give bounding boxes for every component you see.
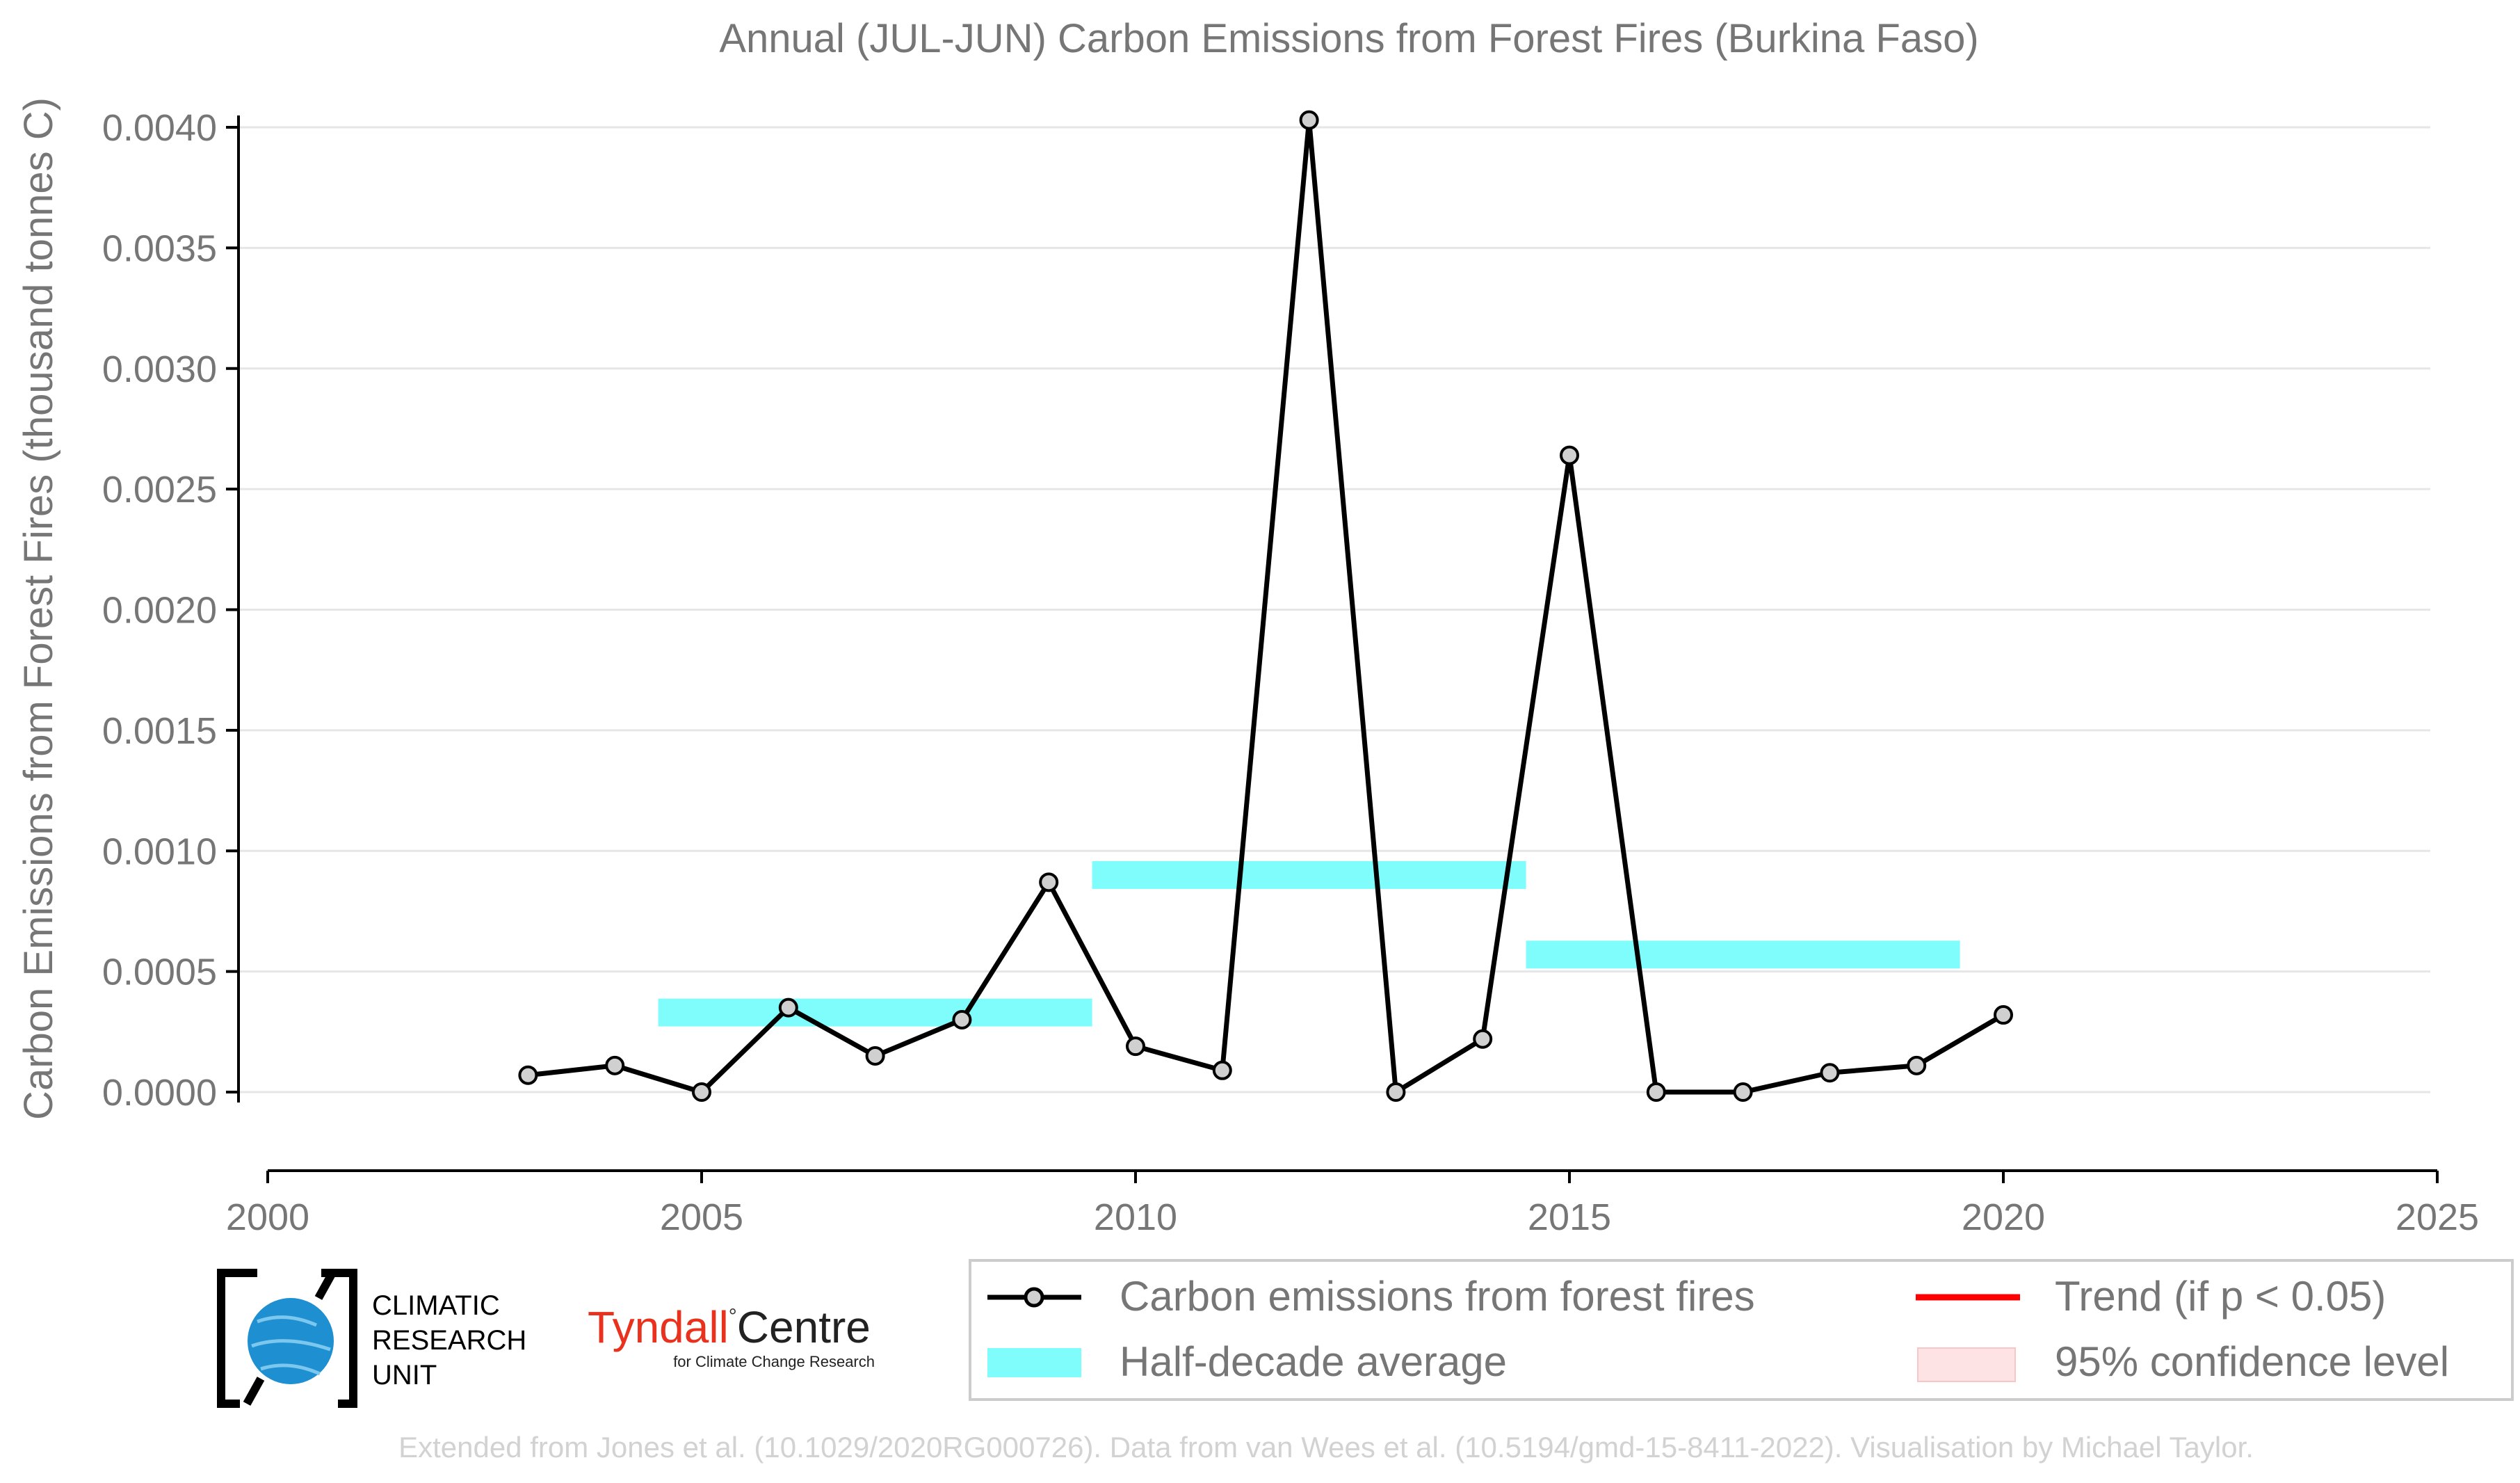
cru-bracket-left <box>217 1269 257 1408</box>
emissions-point <box>1907 1055 1927 1075</box>
legend-confidence-swatch <box>1917 1347 2016 1382</box>
y-tick-label: 0.0035 <box>102 227 217 269</box>
emissions-point <box>1820 1063 1840 1083</box>
y-tick-label: 0.0020 <box>102 590 217 632</box>
svg-text:Tyndall°Centre: Tyndall°Centre <box>588 1302 871 1352</box>
emissions-point <box>1473 1029 1493 1049</box>
cru-logo: CLIMATIC RESEARCH UNIT <box>217 1269 526 1408</box>
half-decade-band <box>1092 860 1526 889</box>
x-tick-label: 2000 <box>226 1196 309 1238</box>
emissions-point <box>1646 1082 1666 1102</box>
legend-label-confidence: 95% confidence level <box>2055 1338 2449 1385</box>
legend-box <box>969 1259 2514 1401</box>
legend-label-halfdecade: Half-decade average <box>1120 1338 1507 1385</box>
cru-line-1: CLIMATIC <box>372 1290 500 1321</box>
legend-label-trend: Trend (if p < 0.05) <box>2055 1273 2386 1320</box>
emissions-point <box>1039 872 1059 892</box>
cru-line-2: RESEARCH <box>372 1325 526 1356</box>
y-tick-label: 0.0005 <box>102 952 217 993</box>
emissions-point <box>1994 1005 2013 1025</box>
x-tick-label: 2010 <box>1094 1196 1177 1238</box>
y-tick-label: 0.0010 <box>102 831 217 872</box>
emissions-point <box>605 1055 625 1075</box>
gridlines <box>236 126 2430 1093</box>
tyndall-centre: Centre <box>737 1302 871 1352</box>
tick-labels: 0.0000 0.0005 0.0010 0.0015 0.0020 0.0025 0.00… <box>102 107 2479 1238</box>
legend-marker-swatch <box>1024 1287 1044 1308</box>
tyndall-subtitle: for Climate Change Research <box>673 1353 875 1370</box>
cru-slash-top <box>314 1271 337 1300</box>
emissions-line <box>528 118 2005 1095</box>
x-tick-label: 2005 <box>660 1196 743 1238</box>
y-tick-label: 0.0015 <box>102 710 217 752</box>
emissions-point <box>1299 110 1319 130</box>
emissions-series <box>518 110 2013 1102</box>
half-decade-band <box>658 998 1092 1027</box>
y-tick-label: 0.0025 <box>102 469 217 511</box>
emissions-point <box>1386 1082 1406 1102</box>
degree-glyph: ° <box>729 1305 737 1328</box>
y-axis-label: Carbon Emissions from Forest Fires (thou… <box>16 97 61 1120</box>
chart-title: Annual (JUL-JUN) Carbon Emissions from F… <box>719 16 1978 61</box>
emissions-point <box>1733 1082 1753 1102</box>
legend: Carbon emissions from forest fires Trend… <box>969 1259 2514 1401</box>
tyndall-name: Tyndall <box>588 1302 729 1352</box>
emissions-point <box>952 1009 972 1029</box>
tyndall-logo: Tyndall°Centre for Climate Change Resear… <box>588 1302 875 1370</box>
x-tick-label: 2015 <box>1528 1196 1611 1238</box>
credit-text: Extended from Jones et al. (10.1029/2020… <box>398 1431 2254 1464</box>
cru-line-3: UNIT <box>372 1360 437 1390</box>
legend-label-emissions: Carbon emissions from forest fires <box>1120 1273 1755 1320</box>
half-decade-average-bands <box>658 860 1960 1027</box>
emissions-point <box>778 997 798 1018</box>
y-tick-label: 0.0040 <box>102 107 217 149</box>
y-tick-label: 0.0000 <box>102 1072 217 1114</box>
cru-bracket-right <box>321 1269 357 1408</box>
emissions-point <box>1560 445 1579 465</box>
emissions-point <box>692 1082 711 1102</box>
emissions-point <box>518 1065 538 1085</box>
x-tick-label: 2020 <box>1962 1196 2045 1238</box>
globe-icon-waves <box>251 1315 331 1376</box>
axes <box>226 115 2439 1183</box>
emissions-point <box>1212 1060 1232 1080</box>
half-decade-band <box>1526 940 1960 969</box>
x-tick-label: 2025 <box>2396 1196 2479 1238</box>
emissions-point <box>1126 1036 1145 1057</box>
cru-slash-bottom <box>243 1377 265 1406</box>
emissions-point <box>865 1045 885 1066</box>
legend-halfdecade-swatch <box>987 1348 1081 1377</box>
y-tick-label: 0.0030 <box>102 348 217 390</box>
